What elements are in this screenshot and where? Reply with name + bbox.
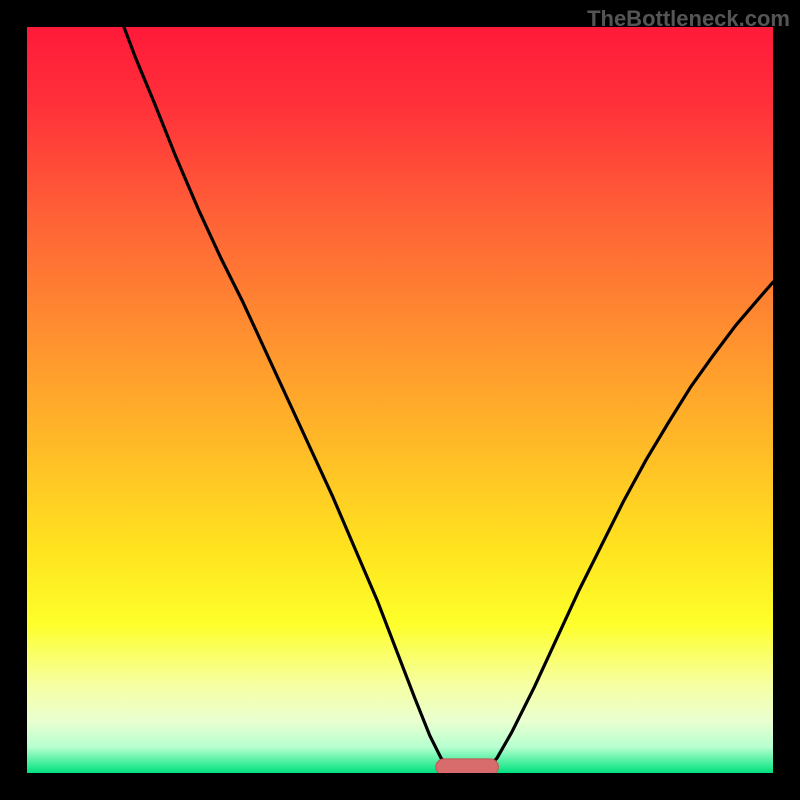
- watermark-text: TheBottleneck.com: [587, 6, 790, 32]
- bottleneck-chart: [0, 0, 800, 800]
- chart-container: TheBottleneck.com: [0, 0, 800, 800]
- optimum-marker: [436, 759, 499, 775]
